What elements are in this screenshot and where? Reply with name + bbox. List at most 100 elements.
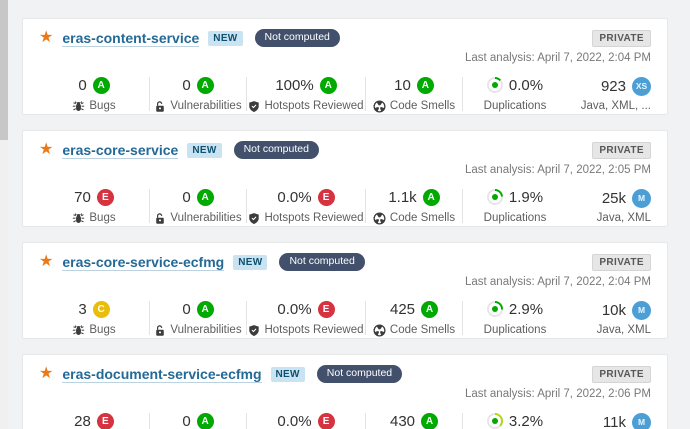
vulnerabilities-rating-badge: A	[196, 412, 214, 429]
shield-icon	[248, 100, 260, 113]
code-smells-wheel-icon	[373, 323, 386, 337]
metric-vulnerabilities: 0 A Vulnerabilities	[150, 299, 246, 337]
project-card: ★ eras-content-service NEW Not computed …	[22, 18, 668, 115]
project-card: ★ eras-core-service-ecfmg NEW Not comput…	[22, 242, 668, 339]
scrollbar-thumb[interactable]	[0, 0, 8, 140]
metric-vulnerabilities: 0 A Vulnerabilities	[150, 75, 246, 113]
bugs-label: Bugs	[89, 324, 116, 336]
lines-of-code-value: 11k	[602, 413, 626, 429]
lines-of-code-block: 923 XS Java, XML, ...	[581, 76, 651, 112]
vulnerabilities-value[interactable]: 0	[182, 76, 191, 94]
visibility-badge: PRIVATE	[592, 365, 651, 383]
new-badge: NEW	[187, 142, 222, 158]
duplications-value[interactable]: 0.0%	[508, 76, 544, 94]
metric-separator	[149, 413, 150, 429]
vulnerabilities-rating-badge: A	[196, 300, 214, 318]
quality-gate-status-pill: Not computed	[279, 253, 365, 271]
hotspots-value[interactable]: 0.0%	[277, 300, 312, 318]
hotspots-rating-badge: E	[317, 188, 335, 206]
languages-text: Java, XML, ...	[580, 100, 651, 112]
project-card-header: ★ eras-content-service NEW Not computed …	[39, 28, 651, 48]
code-smells-value[interactable]: 430	[389, 412, 416, 429]
hotspots-value[interactable]: 0.0%	[277, 412, 312, 429]
metric-separator	[246, 413, 247, 429]
metric-code-smells: 430 A Code Smells	[366, 411, 462, 429]
metrics-row: 0 A Bugs 0 A	[39, 75, 651, 113]
open-lock-icon	[154, 324, 166, 337]
metric-duplications: 2.9% Duplications	[463, 299, 567, 337]
metrics-row: 70 E Bugs 0 A	[39, 187, 651, 225]
project-name-link[interactable]: eras-content-service	[62, 29, 200, 47]
bugs-rating-badge: E	[96, 412, 114, 429]
project-name-link[interactable]: eras-core-service-ecfmg	[62, 253, 225, 271]
metric-separator	[149, 189, 150, 223]
bug-icon	[72, 100, 85, 113]
last-analysis-text: Last analysis: April 7, 2022, 2:05 PM	[464, 164, 651, 176]
lines-of-code-block: 11k M Java, XML	[597, 412, 651, 429]
metric-separator	[365, 301, 366, 335]
metric-code-smells: 425 A Code Smells	[366, 299, 462, 337]
hotspots-label: Hotspots Reviewed	[264, 324, 364, 336]
project-name-link[interactable]: eras-document-service-ecfmg	[62, 365, 262, 383]
metric-separator	[462, 301, 463, 335]
project-size-badge: M	[632, 412, 651, 429]
lines-of-code-value: 10k	[601, 301, 626, 319]
metric-separator	[365, 413, 366, 429]
bugs-rating-badge: E	[96, 188, 114, 206]
favorite-star-icon[interactable]: ★	[39, 365, 54, 382]
shield-icon	[248, 212, 260, 225]
hotspots-rating-badge: E	[317, 300, 335, 318]
code-smells-rating-badge: A	[421, 300, 439, 318]
code-smells-value[interactable]: 425	[389, 300, 416, 318]
metric-bugs: 3 C Bugs	[39, 299, 149, 337]
bugs-value[interactable]: 70	[74, 188, 91, 206]
metric-code-smells: 10 A Code Smells	[366, 75, 462, 113]
duplications-value[interactable]: 1.9%	[508, 188, 544, 206]
duplications-donut-icon	[486, 413, 503, 429]
project-name-link[interactable]: eras-core-service	[62, 141, 179, 159]
duplications-value[interactable]: 2.9%	[508, 300, 544, 318]
vulnerabilities-value[interactable]: 0	[182, 188, 191, 206]
open-lock-icon	[154, 212, 166, 225]
languages-text: Java, XML	[596, 324, 651, 336]
metric-separator	[149, 301, 150, 335]
favorite-star-icon[interactable]: ★	[39, 141, 54, 158]
quality-gate-status-pill: Not computed	[254, 29, 340, 47]
duplications-value[interactable]: 3.2%	[508, 412, 544, 429]
code-smells-value[interactable]: 10	[394, 76, 411, 94]
metric-vulnerabilities: 0 A Vulnerabilities	[150, 187, 246, 225]
bugs-value[interactable]: 0	[78, 76, 87, 94]
metric-separator	[462, 189, 463, 223]
metric-separator	[246, 77, 247, 111]
metric-duplications: 1.9% Duplications	[463, 187, 567, 225]
bugs-value[interactable]: 28	[74, 412, 91, 429]
left-scrollbar[interactable]	[0, 0, 8, 429]
favorite-star-icon[interactable]: ★	[39, 29, 54, 46]
bugs-rating-badge: A	[92, 76, 110, 94]
code-smells-value[interactable]: 1.1k	[388, 188, 417, 206]
project-card-header: ★ eras-document-service-ecfmg NEW Not co…	[39, 364, 651, 384]
quality-gate-status-pill: Not computed	[316, 365, 403, 383]
metrics-row: 28 E Bugs 0 A	[39, 411, 651, 429]
visibility-badge: PRIVATE	[592, 253, 651, 271]
vulnerabilities-value[interactable]: 0	[182, 300, 191, 318]
shield-icon	[248, 324, 260, 337]
new-badge: NEW	[233, 254, 268, 270]
metric-duplications: 3.2% Duplications	[463, 411, 567, 429]
hotspots-value[interactable]: 0.0%	[277, 188, 312, 206]
duplications-donut-icon	[486, 77, 503, 93]
languages-text: Java, XML	[596, 212, 651, 224]
hotspots-value[interactable]: 100%	[275, 76, 314, 94]
metric-code-smells: 1.1k A Code Smells	[366, 187, 462, 225]
bug-icon	[72, 324, 85, 337]
bugs-value[interactable]: 3	[78, 300, 87, 318]
metrics-row: 3 C Bugs 0 A	[39, 299, 651, 337]
lines-of-code-block: 25k M Java, XML	[597, 188, 651, 224]
favorite-star-icon[interactable]: ★	[39, 253, 54, 270]
lines-of-code-value: 923	[600, 77, 626, 95]
duplications-label: Duplications	[483, 212, 547, 224]
vulnerabilities-value[interactable]: 0	[182, 412, 191, 429]
vulnerabilities-label: Vulnerabilities	[170, 324, 242, 336]
metric-separator	[462, 413, 463, 429]
